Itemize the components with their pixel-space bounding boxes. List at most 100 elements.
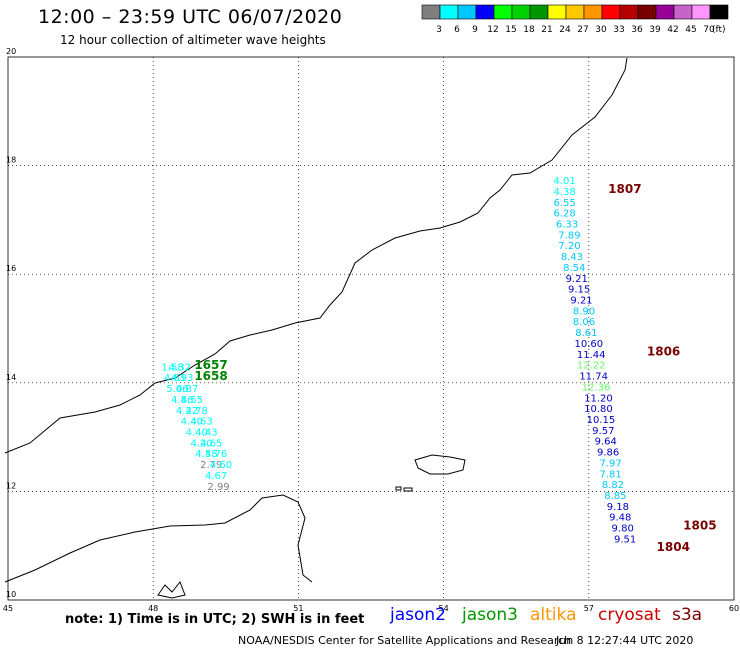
wave-height-value: 9.48 bbox=[609, 513, 631, 524]
wave-height-value: 9.57 bbox=[592, 426, 614, 437]
wave-height-value: 4.93 bbox=[171, 373, 193, 384]
wave-height-value: 5.06 bbox=[166, 384, 188, 395]
wave-height-value: 4.86 bbox=[171, 395, 193, 406]
wave-height-value: 1.58 bbox=[161, 362, 183, 373]
color-bin-label: 24 bbox=[559, 25, 571, 35]
pass-time-label: 1658 bbox=[194, 369, 227, 383]
lat-tick-label: 12 bbox=[6, 481, 16, 490]
wave-height-value: 12.22 bbox=[577, 361, 606, 372]
wave-height-value: 8.85 bbox=[604, 491, 626, 502]
wave-height-value: 8.61 bbox=[575, 328, 597, 339]
color-bin-label: 6 bbox=[454, 25, 460, 35]
wave-height-value: 8.90 bbox=[573, 306, 595, 317]
lat-tick-label: 18 bbox=[6, 156, 16, 165]
color-bin-label: 15 bbox=[505, 25, 516, 35]
wave-height-value: 4.67 bbox=[205, 471, 227, 482]
lon-tick-label: 48 bbox=[148, 604, 158, 613]
color-bin-label: 12 bbox=[487, 25, 498, 35]
lon-tick-label: 60 bbox=[729, 604, 739, 613]
color-bin-label: 36 bbox=[631, 25, 643, 35]
lat-tick-label: 20 bbox=[6, 47, 16, 56]
map-frame bbox=[7, 56, 735, 601]
wave-height-value: 9.15 bbox=[568, 285, 590, 296]
lat-lon-grid: 45 48 51 54 57 60 20 18 16 14 12 10 bbox=[3, 47, 739, 613]
wave-height-value: 9.80 bbox=[612, 524, 634, 535]
inland-lakes bbox=[157, 581, 186, 599]
color-bin-label: 33 bbox=[613, 25, 624, 35]
wave-height-value: 11.20 bbox=[584, 393, 613, 404]
wave-height-value: 10.15 bbox=[587, 415, 616, 426]
wave-height-value: 10.60 bbox=[574, 339, 603, 350]
satellite-jason3: jason3 bbox=[462, 605, 518, 625]
wave-height-value: 4.22 bbox=[176, 406, 198, 417]
wave-height-value: 9.51 bbox=[614, 534, 636, 545]
color-bin bbox=[709, 4, 729, 20]
wave-height-value: 7.97 bbox=[599, 458, 621, 469]
color-bin-label: 3 bbox=[436, 25, 442, 35]
color-bin-label: 45 bbox=[685, 25, 696, 35]
wave-height-value: 4.78 bbox=[186, 406, 208, 417]
islet-2 bbox=[403, 487, 413, 492]
wave-height-value: 4.76 bbox=[205, 449, 227, 460]
wave-height-value: 4.63 bbox=[190, 417, 212, 428]
wave-height-value: 7.81 bbox=[599, 469, 621, 480]
wave-height-value: 2.79 bbox=[200, 460, 222, 471]
islet-1 bbox=[395, 486, 402, 491]
satellite-cryosat: cryosat bbox=[598, 605, 661, 625]
wave-height-value: 7.20 bbox=[558, 241, 580, 252]
pass-time-label: 1805 bbox=[683, 518, 716, 532]
wave-height-value: 4.40 bbox=[186, 427, 208, 438]
wave-height-value: 10.80 bbox=[584, 404, 613, 415]
lon-tick-label: 51 bbox=[293, 604, 303, 613]
satellite-s3a: s3a bbox=[672, 605, 703, 625]
wave-height-value: 4.87 bbox=[176, 384, 198, 395]
wave-height-value: 6.55 bbox=[553, 198, 575, 209]
footnote: note: 1) Time is in UTC; 2) SWH is in fe… bbox=[65, 612, 365, 627]
wave-height-value: 9.86 bbox=[597, 448, 619, 459]
credit-line: NOAA/NESDIS Center for Satellite Applica… bbox=[238, 634, 572, 647]
wave-height-value: 8.82 bbox=[602, 480, 624, 491]
satellite-jason2: jason2 bbox=[390, 605, 446, 625]
wave-height-value: 6.28 bbox=[553, 209, 575, 220]
wave-height-value: 4.61 bbox=[164, 373, 186, 384]
socotra-island bbox=[414, 454, 466, 475]
somali-coastline bbox=[4, 494, 313, 583]
wave-height-value: 4.58 bbox=[195, 449, 217, 460]
wave-height-value: 9.21 bbox=[570, 296, 592, 307]
wave-height-value: 7.89 bbox=[558, 230, 580, 241]
lat-tick-label: 16 bbox=[6, 264, 16, 273]
wave-height-value: 12.36 bbox=[582, 382, 611, 393]
wave-height-value: 4.40 bbox=[181, 417, 203, 428]
arabian-coastline bbox=[4, 57, 628, 454]
pass-time-label: 1807 bbox=[608, 182, 641, 196]
color-bin-label: 18 bbox=[523, 25, 535, 35]
color-unit-label: (ft) bbox=[712, 25, 726, 35]
wave-height-value: 4.43 bbox=[195, 427, 217, 438]
wave-height-value: 2.99 bbox=[207, 482, 229, 493]
wave-height-value: 8.54 bbox=[563, 263, 585, 274]
wave-height-value: 4.20 bbox=[190, 438, 212, 449]
wave-height-value: 8.06 bbox=[573, 317, 595, 328]
pass-time-label: 1657 bbox=[194, 358, 227, 372]
wave-height-value: 4.65 bbox=[200, 438, 222, 449]
color-bin-label: 39 bbox=[649, 25, 661, 35]
satellite-altika: altika bbox=[530, 605, 577, 625]
color-scale-legend: 3 6 9 12 15 18 21 24 27 30 33 36 39 42 45 70(ft) bbox=[421, 4, 729, 35]
wave-height-value: 8.43 bbox=[561, 252, 583, 263]
color-bin-label: 9 bbox=[472, 25, 478, 35]
wave-height-value: 4.01 bbox=[553, 176, 575, 187]
lat-tick-label: 10 bbox=[6, 590, 16, 599]
wave-height-value: 11.74 bbox=[579, 372, 608, 383]
wave-height-value: 9.64 bbox=[595, 437, 617, 448]
wave-height-value: 4.32 bbox=[169, 362, 191, 373]
wave-height-value: 11.44 bbox=[577, 350, 606, 361]
page-subtitle: 12 hour collection of altimeter wave hei… bbox=[60, 33, 326, 47]
wave-height-value: 4.38 bbox=[553, 187, 575, 198]
color-bin-label: 42 bbox=[667, 25, 678, 35]
lon-tick-label: 57 bbox=[584, 604, 594, 613]
color-bin-label: 30 bbox=[595, 25, 607, 35]
lon-tick-label: 45 bbox=[3, 604, 13, 613]
color-bin-label: 21 bbox=[541, 25, 552, 35]
page-title: 12:00 – 23:59 UTC 06/07/2020 bbox=[38, 6, 343, 28]
